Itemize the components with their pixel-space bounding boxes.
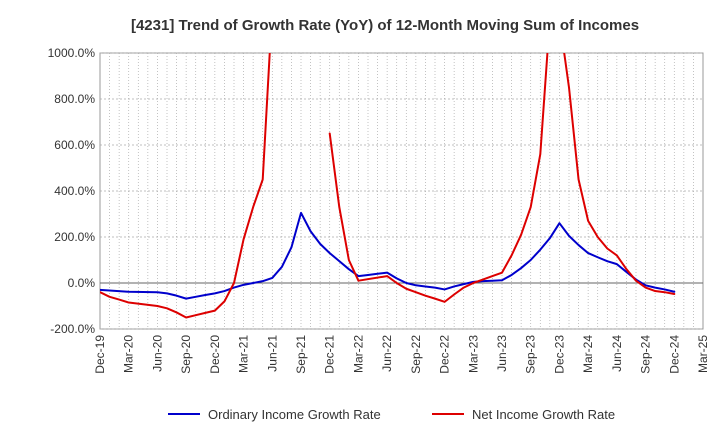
y-tick-label: 0.0% <box>68 276 96 290</box>
y-tick-label: -200.0% <box>50 322 95 336</box>
series-line-net-income <box>100 53 271 319</box>
series-line-net-income <box>328 53 549 303</box>
x-tick-label: Sep-24 <box>639 335 653 374</box>
legend-label-net: Net Income Growth Rate <box>472 407 615 422</box>
x-tick-label: Mar-24 <box>581 335 595 373</box>
x-tick-label: Jun-24 <box>610 335 624 372</box>
x-tick-label: Dec-19 <box>93 335 107 374</box>
y-tick-label: 800.0% <box>54 92 95 106</box>
x-tick-label: Dec-23 <box>552 335 566 374</box>
x-tick-label: Jun-23 <box>495 335 509 372</box>
x-tick-label: Jun-20 <box>150 335 164 372</box>
series-line-ordinary-income <box>100 211 676 300</box>
legend-label-ordinary: Ordinary Income Growth Rate <box>208 407 381 422</box>
x-tick-label: Dec-20 <box>208 335 222 374</box>
grid <box>100 52 703 330</box>
chart-title: [4231] Trend of Growth Rate (YoY) of 12-… <box>131 17 639 34</box>
x-axis-ticks: Dec-19 Mar-20 Jun-20 Sep-20 Dec-20 Mar-21 Jun-… <box>93 335 710 374</box>
x-tick-label: Sep-20 <box>179 335 193 374</box>
x-tick-label: Sep-22 <box>409 335 423 374</box>
series-line-net-income <box>563 53 676 296</box>
y-tick-label: 400.0% <box>54 184 95 198</box>
x-tick-label: Mar-20 <box>122 335 136 373</box>
x-tick-label: Jun-21 <box>265 335 279 372</box>
legend: Ordinary Income Growth Rate Net Income G… <box>168 407 615 422</box>
x-tick-label: Mar-22 <box>351 335 365 373</box>
x-tick-label: Sep-21 <box>294 335 308 374</box>
series-layer <box>100 53 676 319</box>
x-tick-label: Mar-21 <box>237 335 251 373</box>
x-tick-label: Dec-24 <box>667 335 681 374</box>
x-tick-label: Mar-25 <box>696 335 710 373</box>
y-tick-label: 600.0% <box>54 138 95 152</box>
y-axis-ticks: -200.0% 0.0% 200.0% 400.0% 600.0% 800.0% 1000.… <box>48 46 96 336</box>
y-tick-label: 200.0% <box>54 230 95 244</box>
x-tick-label: Mar-23 <box>466 335 480 373</box>
x-tick-label: Dec-21 <box>323 335 337 374</box>
x-tick-label: Jun-22 <box>380 335 394 372</box>
y-tick-label: 1000.0% <box>48 46 96 60</box>
x-tick-label: Dec-22 <box>438 335 452 374</box>
x-tick-label: Sep-23 <box>524 335 538 374</box>
